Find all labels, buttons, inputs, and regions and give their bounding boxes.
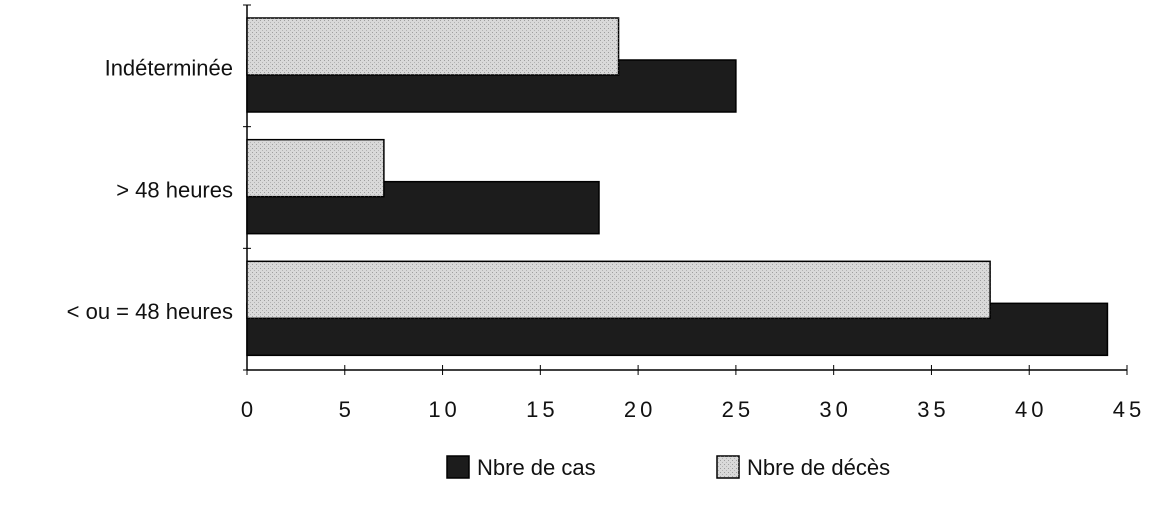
legend-label: Nbre de décès	[747, 455, 890, 480]
legend-label: Nbre de cas	[477, 455, 596, 480]
x-tick-label: 5	[339, 397, 355, 422]
x-tick-label: 30	[819, 397, 851, 422]
x-tick-label: 45	[1113, 397, 1145, 422]
legend-texture	[717, 456, 739, 478]
bar	[246, 138, 385, 198]
x-tick-label: 25	[722, 397, 754, 422]
legend-swatch	[446, 455, 470, 479]
x-tick-label: 10	[428, 397, 460, 422]
y-tick-label: Indéterminée	[105, 56, 233, 81]
y-tick-label: < ou = 48 heures	[67, 299, 233, 324]
bar	[246, 260, 991, 320]
x-tick-label: 0	[241, 397, 257, 422]
x-tick-label: 35	[917, 397, 949, 422]
x-tick-label: 40	[1015, 397, 1047, 422]
x-tick-label: 20	[624, 397, 656, 422]
bar	[246, 17, 620, 76]
x-tick-label: 15	[526, 397, 558, 422]
y-tick-label: > 48 heures	[116, 177, 233, 202]
